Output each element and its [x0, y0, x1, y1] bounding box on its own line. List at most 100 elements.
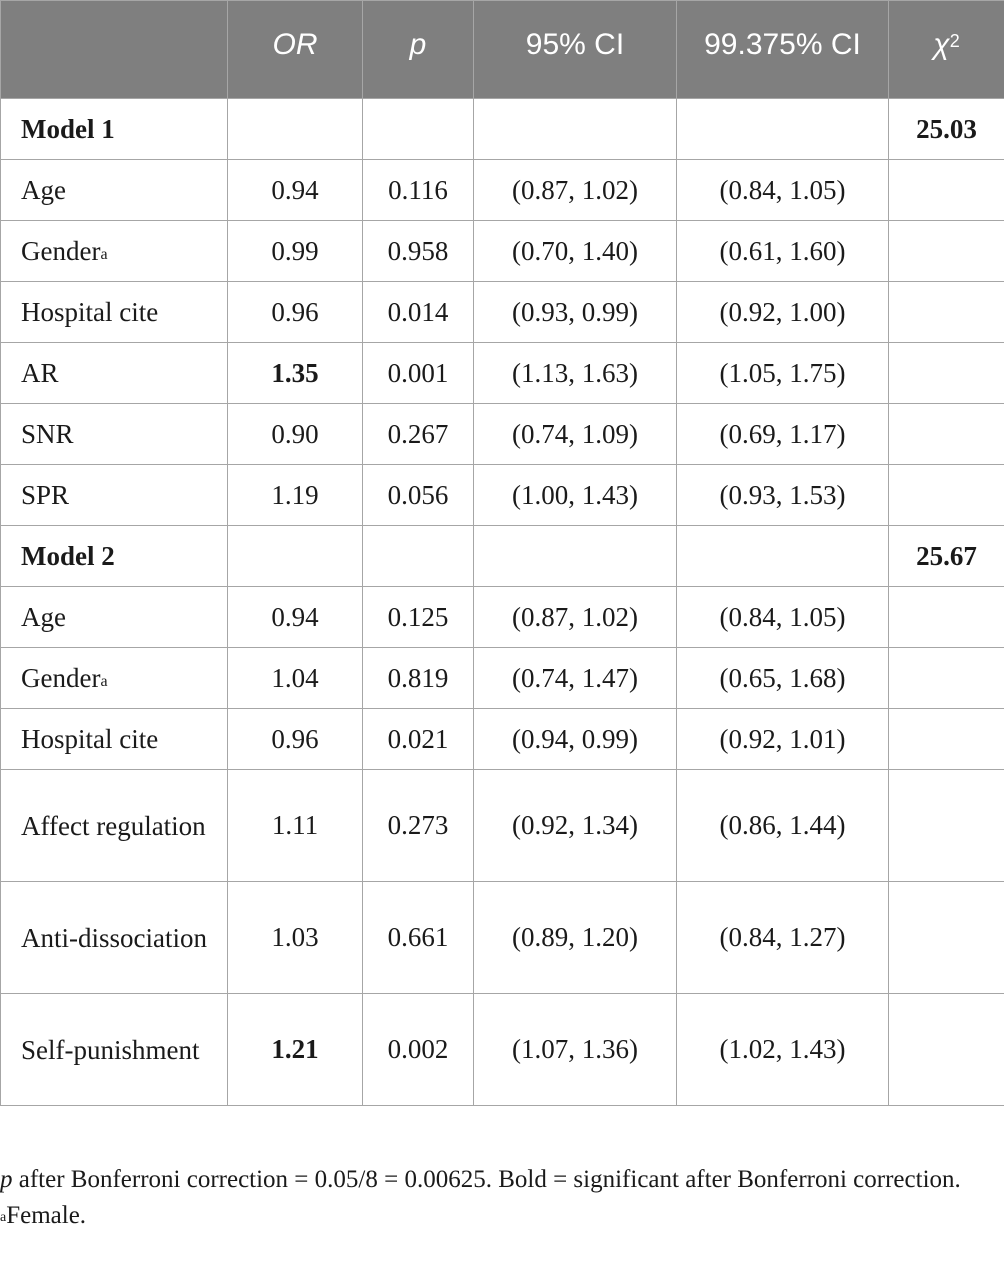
empty-cell [888, 342, 1004, 404]
table-row: Age 0.94 0.125 (0.87, 1.02) (0.84, 1.05) [0, 586, 1004, 648]
cell-ci99: (0.86, 1.44) [676, 769, 889, 882]
cell-ci99: (0.65, 1.68) [676, 647, 889, 709]
cell-or: 1.11 [227, 769, 363, 882]
row-label: Affect regulation [0, 769, 228, 882]
cell-p: 0.273 [362, 769, 474, 882]
cell-ci95: (0.74, 1.09) [473, 403, 677, 465]
footnote-bonferroni: p after Bonferroni correction = 0.05/8 =… [0, 1166, 961, 1193]
cell-or: 1.19 [227, 464, 363, 526]
empty-cell [676, 98, 889, 160]
cell-or: 1.35 [227, 342, 363, 404]
cell-ci99: (1.05, 1.75) [676, 342, 889, 404]
cell-p: 0.116 [362, 159, 474, 221]
cell-or: 1.21 [227, 993, 363, 1106]
table-row: Gendera 1.04 0.819 (0.74, 1.47) (0.65, 1… [0, 647, 1004, 709]
table-row: Anti-dissociation 1.03 0.661 (0.89, 1.20… [0, 881, 1004, 994]
table-row: Hospital cite 0.96 0.014 (0.93, 0.99) (0… [0, 281, 1004, 343]
table-row: Gendera 0.99 0.958 (0.70, 1.40) (0.61, 1… [0, 220, 1004, 282]
row-label: SPR [0, 464, 228, 526]
cell-ci95: (0.74, 1.47) [473, 647, 677, 709]
cell-ci95: (0.89, 1.20) [473, 881, 677, 994]
empty-cell [888, 586, 1004, 648]
row-label: Gendera [0, 220, 228, 282]
empty-cell [888, 403, 1004, 465]
header-chi2: χ2 [888, 0, 1004, 99]
model-row-2: Model 2 25.67 [0, 525, 1004, 587]
cell-or: 1.04 [227, 647, 363, 709]
cell-ci99: (0.84, 1.05) [676, 159, 889, 221]
cell-ci95: (0.70, 1.40) [473, 220, 677, 282]
cell-p: 0.958 [362, 220, 474, 282]
model-chi2: 25.03 [888, 98, 1004, 160]
empty-cell [362, 98, 474, 160]
row-label: Self-punishment [0, 993, 228, 1106]
header-p: p [362, 0, 474, 99]
empty-cell [888, 647, 1004, 709]
cell-ci99: (0.84, 1.27) [676, 881, 889, 994]
cell-p: 0.002 [362, 993, 474, 1106]
cell-or: 1.03 [227, 881, 363, 994]
table-row: SPR 1.19 0.056 (1.00, 1.43) (0.93, 1.53) [0, 464, 1004, 526]
model-row-1: Model 1 25.03 [0, 98, 1004, 160]
row-label: Anti-dissociation [0, 881, 228, 994]
cell-ci99: (0.92, 1.01) [676, 708, 889, 770]
cell-or: 0.94 [227, 586, 363, 648]
empty-cell [888, 281, 1004, 343]
cell-ci95: (1.00, 1.43) [473, 464, 677, 526]
empty-cell [473, 98, 677, 160]
empty-cell [362, 525, 474, 587]
cell-ci99: (0.92, 1.00) [676, 281, 889, 343]
table-row: Hospital cite 0.96 0.021 (0.94, 0.99) (0… [0, 708, 1004, 770]
empty-cell [888, 993, 1004, 1106]
row-label: Gendera [0, 647, 228, 709]
cell-ci95: (0.87, 1.02) [473, 586, 677, 648]
cell-or: 0.94 [227, 159, 363, 221]
model-label: Model 1 [0, 98, 228, 160]
cell-ci95: (0.94, 0.99) [473, 708, 677, 770]
empty-cell [676, 525, 889, 587]
header-or: OR [227, 0, 363, 99]
table-row: Affect regulation 1.11 0.273 (0.92, 1.34… [0, 769, 1004, 882]
empty-cell [888, 769, 1004, 882]
cell-or: 0.96 [227, 281, 363, 343]
results-table: OR p 95% CI 99.375% CI χ2 Model 1 25.03 … [0, 0, 1004, 1106]
cell-ci99: (0.69, 1.17) [676, 403, 889, 465]
empty-cell [888, 159, 1004, 221]
empty-cell [227, 98, 363, 160]
cell-or: 0.99 [227, 220, 363, 282]
cell-p: 0.021 [362, 708, 474, 770]
cell-ci95: (1.13, 1.63) [473, 342, 677, 404]
cell-or: 0.90 [227, 403, 363, 465]
row-label: SNR [0, 403, 228, 465]
cell-ci99: (0.93, 1.53) [676, 464, 889, 526]
header-chi-squared-exponent: 2 [949, 31, 960, 51]
cell-p: 0.267 [362, 403, 474, 465]
cell-ci99: (0.84, 1.05) [676, 586, 889, 648]
cell-p: 0.014 [362, 281, 474, 343]
row-label: Age [0, 159, 228, 221]
cell-p: 0.056 [362, 464, 474, 526]
cell-p: 0.125 [362, 586, 474, 648]
empty-cell [473, 525, 677, 587]
cell-ci95: (0.92, 1.34) [473, 769, 677, 882]
row-label: Hospital cite [0, 281, 228, 343]
cell-ci99: (1.02, 1.43) [676, 993, 889, 1106]
cell-ci95: (0.93, 0.99) [473, 281, 677, 343]
empty-cell [888, 220, 1004, 282]
model-chi2: 25.67 [888, 525, 1004, 587]
row-label: AR [0, 342, 228, 404]
header-ci95: 95% CI [473, 0, 677, 99]
header-label [0, 0, 228, 99]
cell-p: 0.661 [362, 881, 474, 994]
model-label: Model 2 [0, 525, 228, 587]
table-row: Self-punishment 1.21 0.002 (1.07, 1.36) … [0, 993, 1004, 1106]
header-ci99: 99.375% CI [676, 0, 889, 99]
table-row: SNR 0.90 0.267 (0.74, 1.09) (0.69, 1.17) [0, 403, 1004, 465]
cell-ci99: (0.61, 1.60) [676, 220, 889, 282]
row-label: Hospital cite [0, 708, 228, 770]
header-chi-symbol: χ [933, 28, 950, 61]
empty-cell [888, 881, 1004, 994]
table-row: AR 1.35 0.001 (1.13, 1.63) (1.05, 1.75) [0, 342, 1004, 404]
table-footnotes: p after Bonferroni correction = 0.05/8 =… [0, 1162, 1000, 1234]
cell-or: 0.96 [227, 708, 363, 770]
